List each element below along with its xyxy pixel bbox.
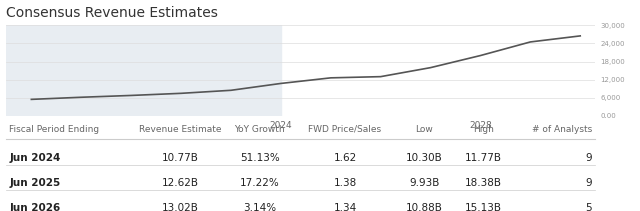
Text: 15.13B: 15.13B — [465, 203, 502, 211]
Text: 10.77B: 10.77B — [162, 153, 198, 163]
Text: High: High — [473, 125, 494, 134]
Text: 13.02B: 13.02B — [162, 203, 198, 211]
Text: 1.34: 1.34 — [333, 203, 356, 211]
Bar — [6, 25, 281, 116]
Text: 9.93B: 9.93B — [409, 178, 440, 188]
Text: 10.30B: 10.30B — [406, 153, 443, 163]
Text: Fiscal Period Ending: Fiscal Period Ending — [10, 125, 99, 134]
Text: 10.88B: 10.88B — [406, 203, 443, 211]
Text: 18.38B: 18.38B — [465, 178, 502, 188]
Text: Revenue Estimate: Revenue Estimate — [139, 125, 221, 134]
Text: Low: Low — [415, 125, 433, 134]
Text: Consensus Revenue Estimates: Consensus Revenue Estimates — [6, 6, 218, 20]
Text: 11.77B: 11.77B — [465, 153, 502, 163]
Text: 3.14%: 3.14% — [243, 203, 276, 211]
Text: Jun 2024: Jun 2024 — [10, 153, 61, 163]
Text: 12.62B: 12.62B — [161, 178, 198, 188]
Text: 5: 5 — [586, 203, 592, 211]
Text: 51.13%: 51.13% — [240, 153, 280, 163]
Text: 1.38: 1.38 — [333, 178, 356, 188]
Text: YoY Growth: YoY Growth — [234, 125, 285, 134]
Text: FWD Price/Sales: FWD Price/Sales — [308, 125, 381, 134]
Text: Jun 2025: Jun 2025 — [10, 178, 61, 188]
Text: 1.62: 1.62 — [333, 153, 356, 163]
Text: 9: 9 — [586, 153, 592, 163]
Text: 9: 9 — [586, 178, 592, 188]
Text: 17.22%: 17.22% — [240, 178, 280, 188]
Text: # of Analysts: # of Analysts — [532, 125, 592, 134]
Text: Jun 2026: Jun 2026 — [10, 203, 61, 211]
